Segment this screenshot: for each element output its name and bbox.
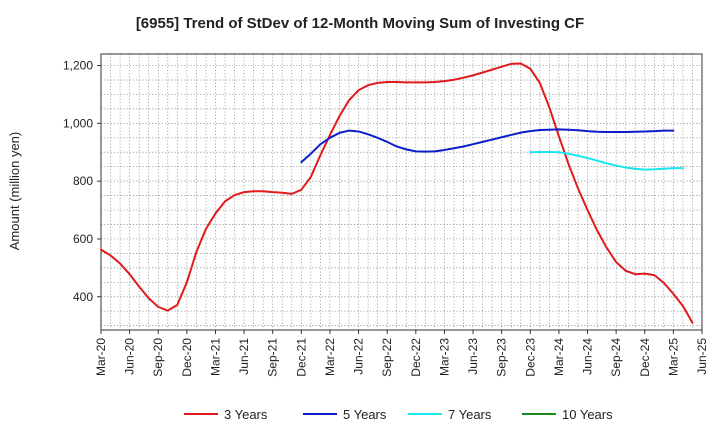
x-tick-label: Jun-23 [466, 338, 480, 375]
x-tick-label: Mar-25 [666, 338, 680, 376]
y-tick-label: 400 [73, 290, 93, 304]
x-tick-label: Sep-21 [266, 338, 280, 377]
legend-label: 5 Years [343, 407, 387, 422]
plot-frame [100, 53, 703, 331]
x-tick-label: Mar-21 [208, 338, 222, 376]
y-axis-label: Amount (million yen) [7, 132, 22, 251]
y-tick-label: 1,000 [63, 116, 93, 130]
x-tick-label: Dec-20 [180, 338, 194, 377]
grid [101, 54, 702, 330]
x-tick-label: Mar-23 [437, 338, 451, 376]
legend-label: 10 Years [562, 407, 613, 422]
axes [97, 53, 703, 334]
legend-label: 7 Years [448, 407, 492, 422]
series-line-7-years [529, 150, 684, 171]
chart-title: [6955] Trend of StDev of 12-Month Moving… [135, 15, 585, 32]
x-tick-label: Dec-24 [638, 338, 652, 377]
x-tick-label: Jun-22 [352, 338, 366, 375]
x-tick-label: Dec-22 [409, 338, 423, 377]
y-tick-labels: 400 600 800 1,000 1,200 [63, 59, 93, 304]
x-tick-label: Sep-20 [151, 338, 165, 377]
x-tick-label: Sep-23 [495, 338, 509, 377]
x-tick-label: Dec-21 [294, 338, 308, 377]
legend-label: 3 Years [224, 407, 268, 422]
x-tick-label: Sep-22 [380, 338, 394, 377]
x-tick-label: Jun-25 [695, 338, 709, 375]
series-line-3-years [100, 62, 694, 324]
x-tick-label: Mar-22 [323, 338, 337, 376]
legend: 3 Years 5 Years 7 Years 10 Years [184, 407, 613, 422]
y-tick-label: 600 [73, 232, 93, 246]
x-tick-label: Jun-20 [123, 338, 137, 375]
series-lines [100, 62, 694, 324]
y-tick-label: 1,200 [63, 59, 93, 73]
x-tick-label: Dec-23 [523, 338, 537, 377]
x-tick-label: Jun-21 [237, 338, 251, 375]
y-tick-label: 800 [73, 174, 93, 188]
x-tick-label: Mar-24 [552, 338, 566, 376]
x-tick-label: Sep-24 [609, 338, 623, 377]
x-tick-labels: Mar-20 Jun-20 Sep-20 Dec-20 Mar-21 Jun-21 Sep-… [94, 338, 709, 377]
series-line-5-years [300, 128, 675, 164]
x-tick-label: Jun-24 [581, 338, 595, 375]
x-tick-label: Mar-20 [94, 338, 108, 376]
